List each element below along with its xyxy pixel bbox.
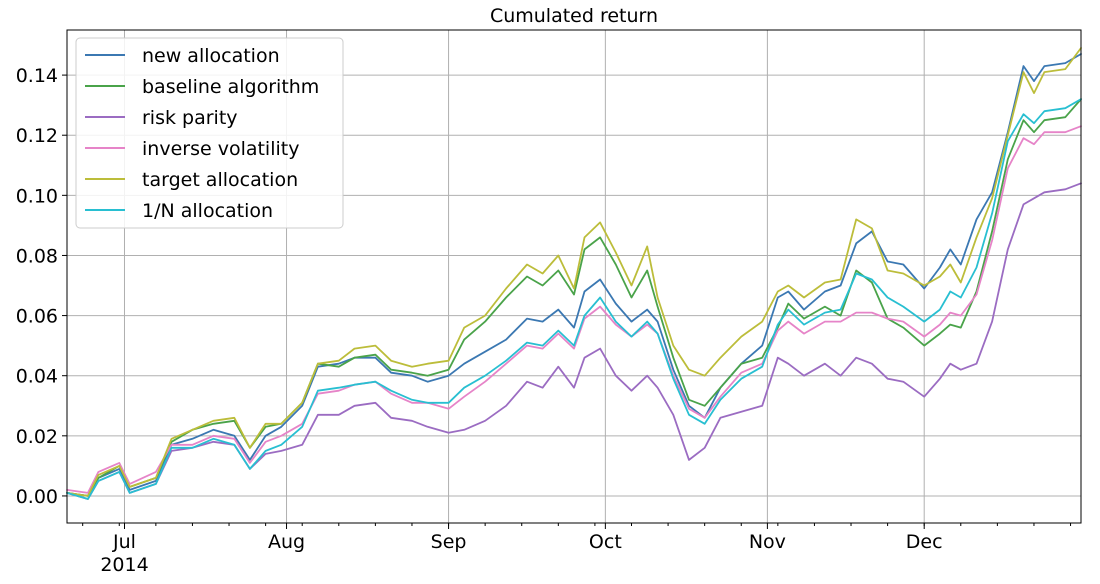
series-lines <box>66 47 1082 500</box>
legend-label-1-n-allocation: 1/N allocation <box>142 200 273 222</box>
legend-box <box>75 37 344 229</box>
legend: new allocation baseline algorithm risk par… <box>75 37 344 229</box>
series-line-target-allocation <box>66 47 1082 497</box>
y-tick-label: 0.04 <box>16 366 58 388</box>
y-tick-label: 0.12 <box>16 125 58 147</box>
x-tick-label: Aug <box>268 531 305 553</box>
x-tick-label: Nov <box>749 531 786 553</box>
y-tick-label: 0.06 <box>16 306 58 328</box>
x-tick-label: Dec <box>906 531 943 553</box>
chart-title: Cumulated return <box>490 5 658 27</box>
series-line-inverse-volatility <box>66 125 1082 494</box>
plot-frame <box>66 29 1082 524</box>
legend-label-risk-parity: risk parity <box>142 107 238 129</box>
y-tick-label: 0.08 <box>16 245 58 267</box>
y-tick-label: 0.10 <box>16 185 58 207</box>
y-tick-label: 0.00 <box>16 486 58 508</box>
y-tick-label: 0.02 <box>16 426 58 448</box>
y-axis: 0.00 0.02 0.04 0.06 0.08 0.10 0.12 0.14 <box>16 65 67 508</box>
x-tick-label: Oct <box>589 531 622 553</box>
x-tick-label: Sep <box>431 531 467 553</box>
x-tick-year-label: 2014 <box>100 554 148 576</box>
x-tick-label: Jul <box>112 531 136 553</box>
legend-label-inverse-volatility: inverse volatility <box>142 138 299 160</box>
legend-label-baseline-algorithm: baseline algorithm <box>142 76 319 98</box>
series-line-new-allocation <box>66 53 1082 497</box>
y-tick-label: 0.14 <box>16 65 58 87</box>
legend-label-target-allocation: target allocation <box>142 169 298 191</box>
legend-label-new-allocation: new allocation <box>142 45 280 67</box>
series-line-1-n-allocation <box>66 98 1082 500</box>
